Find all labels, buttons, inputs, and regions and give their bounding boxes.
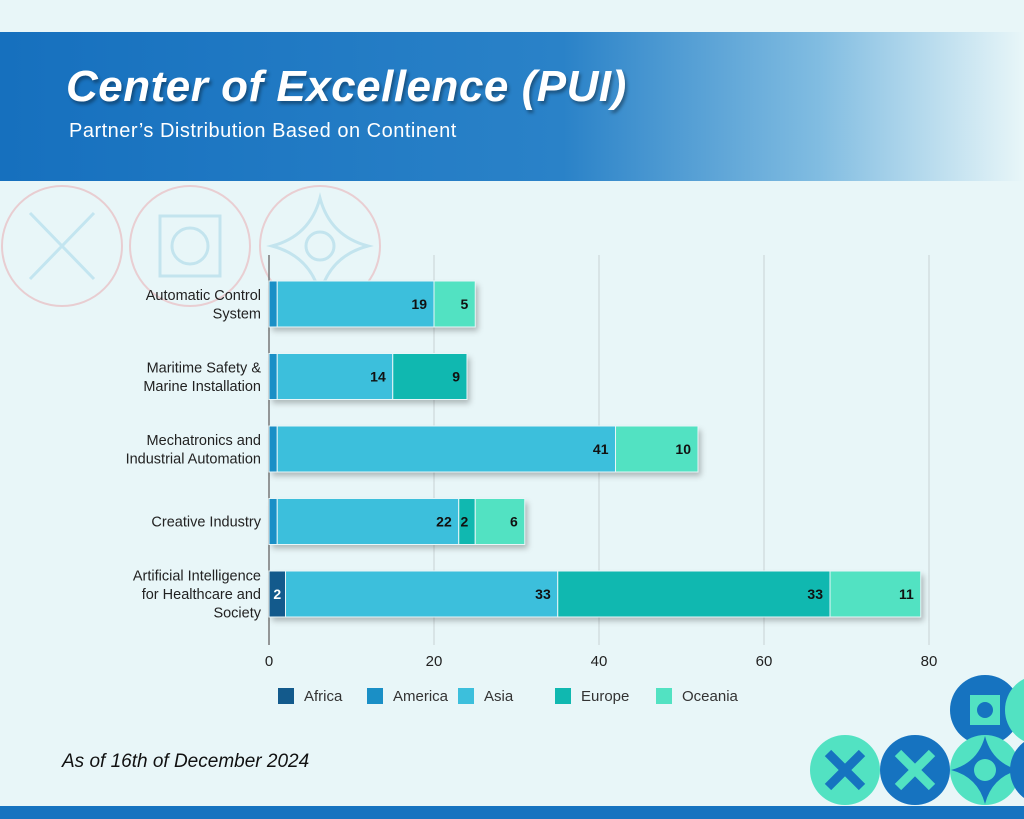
date-footnote: As of 16th of December 2024 [62, 751, 310, 772]
category-label: System [213, 306, 261, 322]
data-label: 5 [460, 296, 468, 312]
legend-label: Europe [581, 688, 629, 705]
bottom-bar [0, 806, 1024, 819]
legend-label: Oceania [682, 688, 739, 705]
data-label: 33 [807, 586, 823, 602]
category-label: Automatic Control [146, 288, 261, 304]
data-label: 2 [273, 586, 281, 602]
legend-label: America [393, 688, 449, 705]
page-subtitle: Partner’s Distribution Based on Continen… [69, 120, 457, 142]
bar-segment-oceania [433, 280, 476, 328]
data-label: 11 [899, 586, 914, 602]
data-label: 9 [452, 369, 460, 385]
bar-segment-oceania [474, 498, 526, 545]
bar-segment-oceania [829, 570, 922, 618]
data-label: 19 [411, 296, 427, 312]
category-label: Artificial Intelligence [133, 569, 261, 585]
bar-segment-asia [276, 425, 616, 473]
header-banner [0, 32, 1024, 181]
data-label: 33 [535, 586, 551, 602]
legend-swatch-europe [555, 688, 571, 704]
bar-segment-europe [392, 353, 468, 400]
bar-segment-oceania [615, 425, 699, 473]
x-tick-label: 0 [265, 653, 273, 670]
legend-swatch-america [367, 688, 383, 704]
category-label: Maritime Safety & [147, 360, 262, 376]
data-label: 14 [370, 369, 386, 385]
category-label: Industrial Automation [126, 451, 261, 467]
page-title: Center of Excellence (PUI) [66, 62, 627, 111]
category-label: Society [213, 606, 261, 622]
x-tick-label: 20 [426, 653, 443, 670]
data-label: 6 [510, 514, 518, 530]
decorative-pattern-top-left [1, 185, 381, 307]
category-label: Creative Industry [151, 515, 261, 531]
legend-label: Asia [484, 688, 514, 705]
legend-swatch-oceania [656, 688, 672, 704]
bar-segment-asia [276, 353, 394, 400]
bar-segment-america [268, 425, 278, 473]
legend-swatch-asia [458, 688, 474, 704]
category-label: Mechatronics and [147, 433, 261, 449]
data-label: 22 [436, 514, 452, 530]
decorative-pattern-bottom-right [810, 675, 1024, 805]
data-label: 10 [675, 441, 691, 457]
bar-segment-asia [285, 570, 559, 618]
legend-label: Africa [304, 688, 343, 705]
x-tick-label: 80 [921, 653, 938, 670]
bar-segment-europe [557, 570, 831, 618]
category-label: for Healthcare and [142, 587, 261, 603]
data-label: 41 [593, 441, 609, 457]
bar-segment-america [268, 353, 278, 400]
bar-segment-asia [276, 498, 460, 545]
x-tick-label: 60 [756, 653, 773, 670]
category-label: Marine Installation [143, 379, 261, 395]
legend-swatch-africa [278, 688, 294, 704]
data-label: 2 [460, 514, 468, 530]
x-tick-label: 40 [591, 653, 608, 670]
bar-segment-america [268, 280, 278, 328]
bar-segment-america [268, 498, 278, 545]
